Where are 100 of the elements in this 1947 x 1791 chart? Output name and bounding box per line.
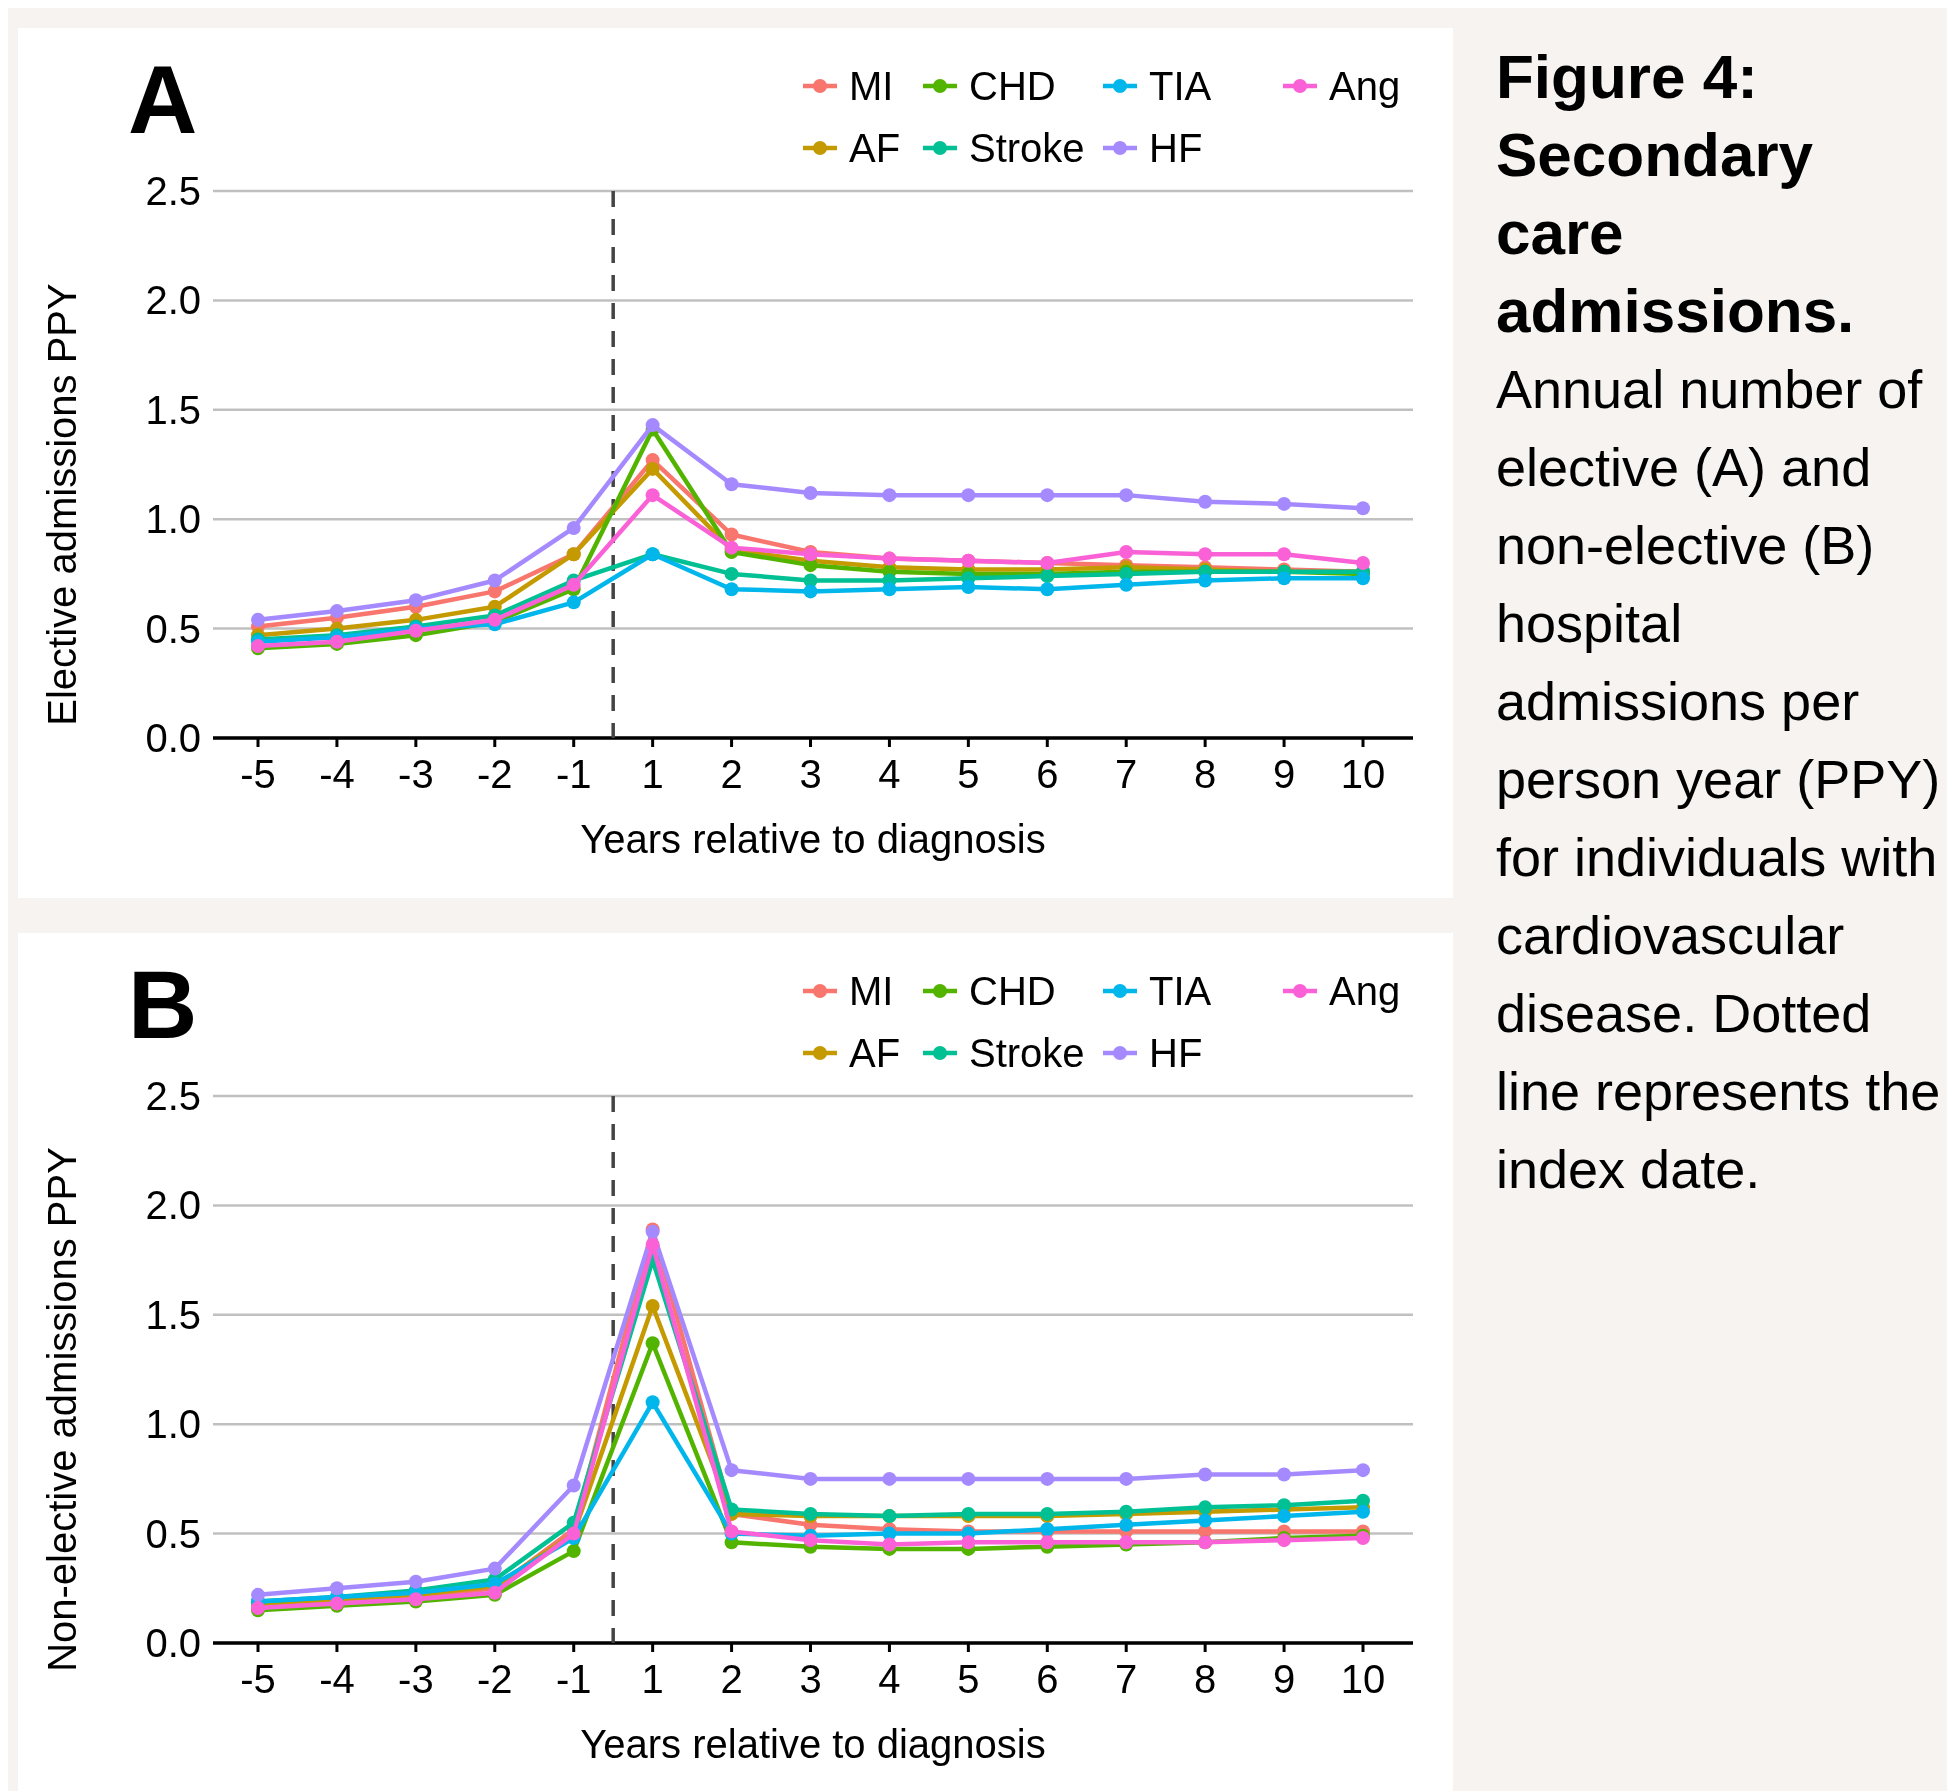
chart-title: A [128, 46, 198, 153]
point [329, 604, 344, 619]
point [566, 577, 581, 592]
point [645, 1299, 660, 1314]
point [1356, 1504, 1370, 1519]
point [803, 584, 818, 599]
point [329, 1581, 344, 1596]
point [1198, 1500, 1213, 1515]
y-tick-label: 0.0 [145, 1621, 201, 1665]
legend-label: Stroke [969, 1031, 1085, 1075]
y-tick-label: 2.5 [145, 169, 201, 213]
point [1198, 547, 1213, 562]
point [1119, 1517, 1134, 1532]
point [803, 485, 818, 500]
point [1356, 555, 1370, 570]
point [724, 566, 739, 581]
x-tick-label: 8 [1194, 752, 1217, 796]
legend-label: Ang [1329, 64, 1401, 108]
text: Annual number of elective (A) and non-elective (B) hospital admissions per person year (PPY) for individuals with cardiovascular disease. Dotted line represents the index date. [1496, 359, 1941, 1199]
y-tick-label: 2.0 [145, 278, 201, 323]
x-tick-label: 5 [957, 752, 980, 796]
x-tick-label: 9 [1272, 752, 1296, 796]
legend-label: AF [849, 1031, 901, 1075]
point [1119, 577, 1134, 592]
legend-label: CHD [969, 64, 1056, 108]
point [566, 1544, 581, 1559]
x-tick-label: 10 [1340, 1657, 1386, 1701]
point [961, 580, 976, 595]
point [1277, 547, 1292, 562]
point [1198, 1467, 1213, 1482]
point [961, 488, 976, 503]
chart-title: B [128, 951, 198, 1058]
point [724, 527, 739, 542]
legend-label: TIA [1149, 64, 1212, 108]
x-tick-label: 4 [878, 1657, 901, 1701]
point [882, 1537, 897, 1552]
x-tick-label: 3 [799, 752, 822, 796]
x-tick-label: 9 [1272, 1657, 1296, 1701]
point [961, 1535, 976, 1550]
y-tick-label: 1.5 [145, 387, 201, 432]
point [1277, 496, 1292, 511]
y-tick-label: 1.0 [145, 1402, 201, 1447]
point [487, 573, 502, 588]
point [1277, 571, 1292, 586]
point [1119, 488, 1134, 503]
point [645, 461, 660, 476]
x-tick-label: 2 [720, 1657, 743, 1701]
point [1040, 488, 1055, 503]
y-tick-label: 1.0 [145, 497, 201, 542]
y-tick-label: 2.5 [145, 1074, 201, 1118]
x-tick-label: 6 [1036, 752, 1059, 796]
point [1040, 1535, 1055, 1550]
point [408, 1574, 423, 1589]
point [1356, 1463, 1370, 1478]
point [1119, 1471, 1134, 1486]
point [645, 1336, 660, 1351]
legend-label: HF [1149, 1031, 1203, 1075]
y-tick-label: 0.5 [145, 1511, 201, 1556]
point [1198, 573, 1213, 588]
legend-label: AF [849, 126, 901, 170]
x-tick-label: 1 [641, 752, 664, 796]
x-tick-label: 7 [1115, 752, 1138, 796]
x-tick-label: -4 [319, 1657, 355, 1701]
point [645, 1237, 660, 1252]
point [961, 1471, 976, 1486]
legend-label: MI [849, 64, 894, 108]
y-axis-title: Elective admissions PPY [40, 283, 84, 726]
point [487, 1561, 502, 1576]
point [1356, 501, 1370, 516]
point [408, 593, 423, 608]
point [724, 582, 739, 597]
x-tick-label: 7 [1115, 1657, 1138, 1701]
y-tick-label: 0.0 [145, 716, 201, 760]
point [1119, 545, 1134, 560]
x-tick-label: -5 [240, 752, 276, 796]
point [251, 612, 265, 627]
x-axis-title: Years relative to diagnosis [580, 1722, 1046, 1766]
point [882, 1471, 897, 1486]
point [1277, 1509, 1292, 1524]
caption: Figure 4: Secondary care admissions. [1496, 41, 1856, 347]
x-tick-label: -1 [555, 752, 592, 796]
x-tick-label: -1 [555, 1657, 592, 1701]
y-axis-title: Non-elective admissions PPY [40, 1147, 84, 1672]
x-tick-label: -3 [398, 1657, 434, 1701]
point [803, 1533, 818, 1548]
legend-label: MI [849, 969, 894, 1013]
point [1040, 1471, 1055, 1486]
point [882, 488, 897, 503]
point [1040, 582, 1055, 597]
x-tick-label: 6 [1036, 1657, 1059, 1701]
x-tick-label: -2 [477, 752, 513, 796]
x-tick-label: -3 [398, 752, 434, 796]
point [566, 1478, 581, 1493]
y-tick-label: 1.5 [145, 1292, 201, 1337]
y-tick-label: 0.5 [145, 606, 201, 651]
x-axis-title: Years relative to diagnosis [580, 817, 1046, 861]
x-tick-label: 10 [1340, 752, 1386, 796]
legend-label: TIA [1149, 969, 1212, 1013]
point [645, 1395, 660, 1410]
point [1198, 1513, 1213, 1528]
